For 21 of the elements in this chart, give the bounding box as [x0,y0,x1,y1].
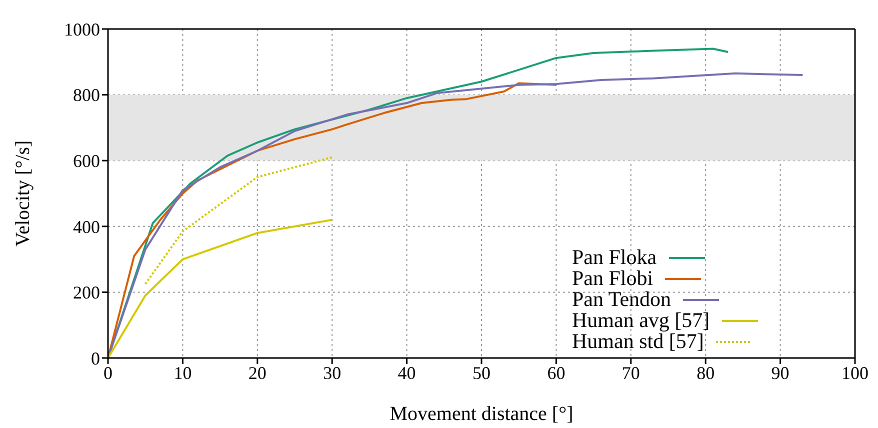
y-tick-label: 0 [91,348,100,368]
x-tick-label: 100 [842,362,868,383]
y-tick-label: 800 [73,85,100,106]
y-tick-label: 1000 [64,19,100,40]
y-tick-label: 600 [73,150,100,171]
x-axis-title: Movement distance [°] [390,403,574,425]
x-tick-label: 0 [104,362,112,383]
x-tick-label: 80 [696,362,715,383]
x-tick-label: 40 [398,362,416,383]
x-tick-label: 20 [248,362,266,383]
x-tick-label: 70 [622,362,640,383]
x-tick-label: 60 [547,362,566,383]
y-axis-title: Velocity [°/s] [12,140,34,247]
y-tick-label: 400 [73,216,100,237]
x-tick-label: 30 [323,362,342,383]
x-tick-label: 90 [771,362,790,383]
line-series [144,156,334,285]
y-tick-label: 200 [73,282,100,303]
x-tick-label: 50 [472,362,490,383]
line-series [108,218,334,358]
x-tick-label: 10 [174,362,192,383]
